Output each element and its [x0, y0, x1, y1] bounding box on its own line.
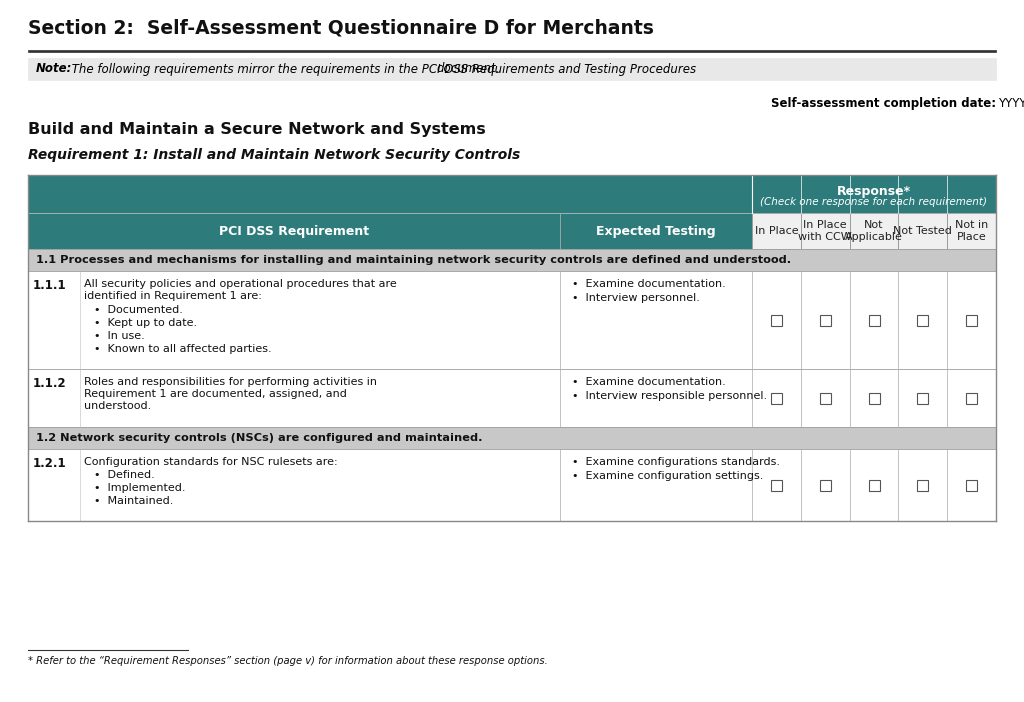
Text: Requirement 1 are documented, assigned, and: Requirement 1 are documented, assigned, … [84, 389, 347, 399]
Text: Roles and responsibilities for performing activities in: Roles and responsibilities for performin… [84, 377, 377, 387]
Text: * Refer to the “Requirement Responses” section (page v) for information about th: * Refer to the “Requirement Responses” s… [28, 656, 548, 666]
Bar [966, 314, 977, 326]
Text: YYYY-MM-DD: YYYY-MM-DD [998, 97, 1024, 110]
Text: All security policies and operational procedures that are: All security policies and operational pr… [84, 279, 396, 289]
Text: 1.1 Processes and mechanisms for installing and maintaining network security con: 1.1 Processes and mechanisms for install… [36, 255, 792, 265]
Bar [918, 314, 929, 326]
Text: 1.2.1: 1.2.1 [33, 457, 67, 470]
Text: •  Known to all affected parties.: • Known to all affected parties. [94, 344, 271, 354]
Bar [28, 249, 996, 271]
Bar [28, 449, 996, 521]
Bar [850, 213, 898, 249]
Bar [28, 175, 996, 213]
Text: Self-assessment completion date:: Self-assessment completion date: [771, 97, 996, 110]
Text: In Place
with CCW: In Place with CCW [799, 220, 852, 241]
Bar [28, 427, 996, 449]
Text: •  Maintained.: • Maintained. [94, 496, 173, 506]
Text: Note:: Note: [36, 62, 73, 76]
Bar [868, 392, 880, 404]
Text: Not in
Place: Not in Place [955, 220, 988, 241]
Text: document.: document. [436, 62, 500, 76]
Bar [868, 479, 880, 491]
Text: 1.2 Network security controls (NSCs) are configured and maintained.: 1.2 Network security controls (NSCs) are… [36, 433, 482, 443]
Text: 1.1.1: 1.1.1 [33, 279, 67, 292]
Text: •  Examine documentation.: • Examine documentation. [572, 377, 726, 387]
Text: The following requirements mirror the requirements in the PCI DSS Requirements a: The following requirements mirror the re… [68, 62, 699, 76]
Bar [918, 392, 929, 404]
Bar [771, 314, 782, 326]
Text: Configuration standards for NSC rulesets are:: Configuration standards for NSC rulesets… [84, 457, 338, 467]
Bar [868, 314, 880, 326]
Bar [801, 213, 850, 249]
Bar [771, 479, 782, 491]
Text: Not Tested: Not Tested [893, 226, 952, 236]
Bar [752, 213, 801, 249]
Bar [898, 213, 947, 249]
Text: Not
Applicable: Not Applicable [845, 220, 903, 241]
Text: •  Interview personnel.: • Interview personnel. [572, 293, 699, 303]
Bar [560, 213, 752, 249]
Text: Build and Maintain a Secure Network and Systems: Build and Maintain a Secure Network and … [28, 122, 485, 137]
Text: identified in Requirement 1 are:: identified in Requirement 1 are: [84, 291, 262, 301]
Text: (Check one response for each requirement): (Check one response for each requirement… [761, 197, 987, 207]
Text: Response*: Response* [837, 185, 911, 198]
Text: understood.: understood. [84, 401, 152, 411]
Bar [966, 392, 977, 404]
Text: •  Kept up to date.: • Kept up to date. [94, 318, 198, 328]
Text: •  Examine documentation.: • Examine documentation. [572, 279, 726, 289]
Bar [947, 213, 996, 249]
Text: •  Examine configurations standards.: • Examine configurations standards. [572, 457, 780, 467]
Text: PCI DSS Requirement: PCI DSS Requirement [219, 225, 369, 237]
Text: •  Examine configuration settings.: • Examine configuration settings. [572, 471, 763, 481]
Bar [819, 479, 830, 491]
Bar [28, 58, 996, 80]
Text: Section 2:  Self-Assessment Questionnaire D for Merchants: Section 2: Self-Assessment Questionnaire… [28, 18, 654, 37]
Bar [819, 392, 830, 404]
Text: •  Interview responsible personnel.: • Interview responsible personnel. [572, 391, 767, 401]
Text: Requirement 1: Install and Maintain Network Security Controls: Requirement 1: Install and Maintain Netw… [28, 148, 520, 162]
Bar [28, 271, 996, 369]
Bar [28, 213, 560, 249]
Bar [28, 369, 996, 427]
Text: •  Defined.: • Defined. [94, 470, 155, 480]
Text: In Place: In Place [755, 226, 799, 236]
Text: 1.1.2: 1.1.2 [33, 377, 67, 390]
Bar [819, 314, 830, 326]
Text: •  Documented.: • Documented. [94, 305, 183, 315]
Bar [966, 479, 977, 491]
Bar [771, 392, 782, 404]
Bar [28, 50, 996, 52]
Bar [918, 479, 929, 491]
Text: •  In use.: • In use. [94, 331, 144, 341]
Text: •  Implemented.: • Implemented. [94, 483, 185, 493]
Text: Expected Testing: Expected Testing [596, 225, 716, 237]
